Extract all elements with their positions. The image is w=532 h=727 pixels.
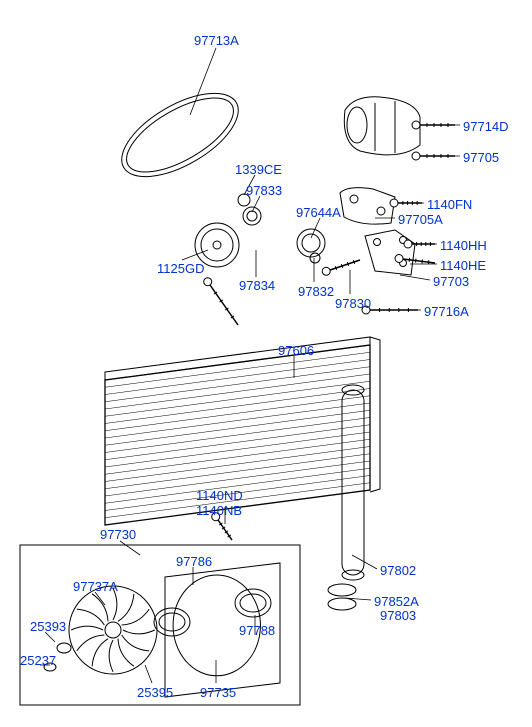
parts-diagram-svg [0, 0, 532, 727]
part-label-97730[interactable]: 97730 [100, 527, 136, 542]
part-label-97714d[interactable]: 97714D [463, 119, 509, 134]
part-label-1140fn[interactable]: 1140FN [427, 197, 472, 212]
part-label-97833[interactable]: 97833 [246, 183, 282, 198]
part-label-1140nb[interactable]: 1140NB [196, 503, 242, 518]
part-label-97802[interactable]: 97802 [380, 563, 416, 578]
part-label-1339ce[interactable]: 1339CE [235, 162, 282, 177]
part-label-1140nd[interactable]: 1140ND [196, 488, 243, 503]
part-label-97606[interactable]: 97606 [278, 343, 314, 358]
part-label-97737a[interactable]: 97737A [73, 579, 118, 594]
part-label-97788[interactable]: 97788 [239, 623, 275, 638]
part-label-1125gd[interactable]: 1125GD [157, 261, 204, 276]
part-label-97852a[interactable]: 97852A [374, 594, 419, 609]
part-label-97705a[interactable]: 97705A [398, 212, 443, 227]
part-label-97716a[interactable]: 97716A [424, 304, 469, 319]
part-label-97786[interactable]: 97786 [176, 554, 212, 569]
part-label-97735[interactable]: 97735 [200, 685, 236, 700]
part-label-97644a[interactable]: 97644A [296, 205, 341, 220]
part-label-97803[interactable]: 97803 [380, 608, 416, 623]
part-label-97713a[interactable]: 97713A [194, 33, 239, 48]
part-label-97705[interactable]: 97705 [463, 150, 499, 165]
part-label-1140hh[interactable]: 1140HH [440, 238, 487, 253]
part-label-97834[interactable]: 97834 [239, 278, 275, 293]
part-label-97832[interactable]: 97832 [298, 284, 334, 299]
part-label-25395[interactable]: 25395 [137, 685, 173, 700]
part-label-97703[interactable]: 97703 [433, 274, 469, 289]
part-label-25393[interactable]: 25393 [30, 619, 66, 634]
part-label-1140he[interactable]: 1140HE [440, 258, 486, 273]
part-label-97830[interactable]: 97830 [335, 296, 371, 311]
part-label-25237[interactable]: 25237 [20, 653, 56, 668]
